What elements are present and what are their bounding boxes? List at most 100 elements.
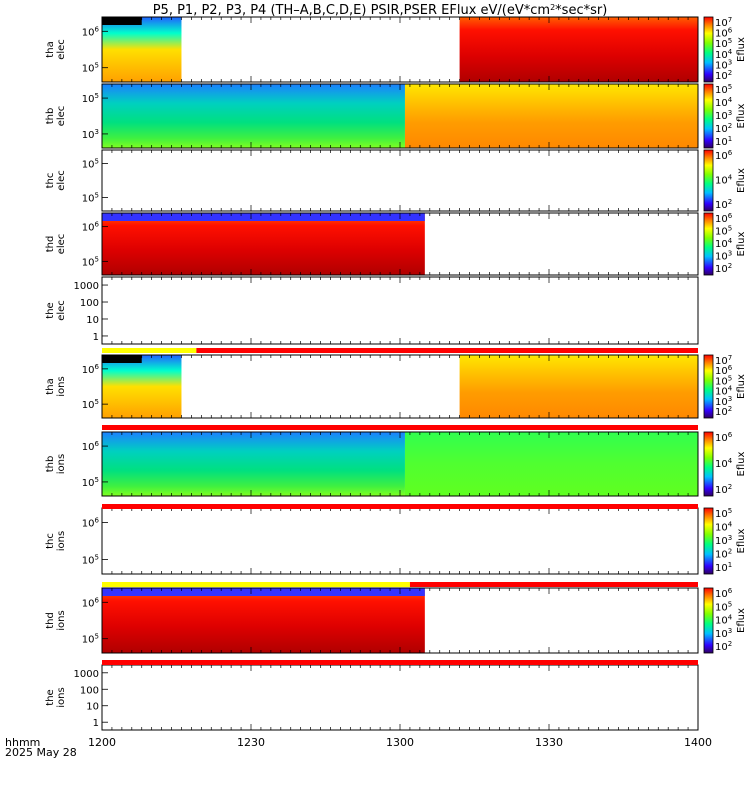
colorbar-tick-label: 102 bbox=[715, 405, 732, 418]
colorbar-tick-label: 102 bbox=[715, 640, 732, 653]
panel-the-ions: theions 1000 100 10 1 bbox=[45, 664, 699, 731]
colorbar-tick-label: 105 bbox=[715, 83, 732, 96]
colorbar-label: Eflux bbox=[736, 528, 747, 553]
y-tick-label: 100 bbox=[80, 685, 99, 696]
x-axis-date: 2025 May 28 bbox=[5, 746, 77, 759]
y-tick-label: 100 bbox=[80, 298, 99, 309]
colorbar-label: Eflux bbox=[736, 374, 747, 399]
status-bar-yellow bbox=[102, 348, 197, 353]
y-tick-label: 105 bbox=[82, 255, 99, 268]
y-tick-label: 1000 bbox=[74, 669, 99, 680]
y-tick-label: 106 bbox=[82, 363, 100, 376]
spectrogram-segment bbox=[102, 17, 182, 82]
x-tick-label: 1200 bbox=[88, 736, 116, 749]
colorbar-tick-label: 106 bbox=[715, 149, 733, 162]
panel-frame bbox=[101, 664, 699, 731]
panel-label: thbelec bbox=[45, 106, 67, 127]
y-tick-label: 105 bbox=[82, 398, 99, 411]
panel-label: thcions bbox=[45, 531, 67, 551]
colorbar-label: Eflux bbox=[736, 168, 747, 193]
colorbar-tick-label: 103 bbox=[715, 627, 732, 640]
y-tick-label: 106 bbox=[82, 221, 100, 234]
colorbar-tick-label: 104 bbox=[715, 237, 733, 250]
chart-title: P5, P1, P2, P3, P4 (TH–A,B,C,D,E) PSIR,P… bbox=[153, 3, 608, 19]
top-flux-band bbox=[102, 213, 425, 221]
status-bar-red bbox=[196, 348, 698, 353]
panel-label: theelec bbox=[45, 300, 67, 321]
colorbar bbox=[703, 83, 714, 149]
colorbar-tick-label: 101 bbox=[715, 135, 732, 148]
colorbar-thc-elec: 106 104 102 Eflux bbox=[703, 149, 747, 212]
panel-the-elec: theelec 1000 100 10 1 bbox=[45, 276, 699, 345]
colorbar-tick-label: 104 bbox=[715, 521, 733, 534]
colorbar-label: Eflux bbox=[736, 37, 747, 62]
colorbar-label: Eflux bbox=[736, 451, 747, 476]
spectrogram-segment bbox=[404, 432, 698, 496]
colorbar-tick-label: 104 bbox=[715, 174, 733, 187]
y-tick-label: 105 bbox=[82, 157, 99, 170]
colorbar-tick-label: 106 bbox=[715, 587, 733, 600]
y-tick-label: 1 bbox=[93, 718, 99, 729]
panel-label: thdelec bbox=[45, 234, 67, 255]
y-tick-label: 105 bbox=[82, 62, 99, 75]
spectrogram-segment bbox=[459, 17, 698, 82]
panel-label: thbions bbox=[45, 454, 67, 474]
colorbar-thb-ions: 106 104 102 Eflux bbox=[703, 431, 747, 497]
y-tick-label: 105 bbox=[82, 92, 99, 105]
top-flux-band bbox=[102, 17, 142, 25]
y-tick-label: 106 bbox=[82, 25, 100, 38]
colorbar-tick-label: 102 bbox=[715, 198, 732, 211]
colorbar-tick-label: 104 bbox=[715, 457, 733, 470]
panel-frame bbox=[101, 276, 699, 345]
colorbar bbox=[703, 507, 714, 575]
colorbar-tick-label: 103 bbox=[715, 534, 732, 547]
status-bars-group bbox=[102, 348, 698, 665]
colorbar-label: Eflux bbox=[736, 608, 747, 633]
x-tick-label: 1300 bbox=[386, 736, 414, 749]
colorbar bbox=[703, 354, 714, 419]
status-bar bbox=[102, 348, 698, 353]
panels-group: thaelec106105107106105104103102Efluxthbe… bbox=[45, 16, 747, 731]
y-tick-label: 105 bbox=[82, 553, 99, 566]
spectrogram-segment bbox=[404, 84, 698, 148]
status-bar-red bbox=[102, 504, 698, 509]
status-bar bbox=[102, 582, 698, 587]
y-tick-label: 10 bbox=[86, 315, 99, 326]
colorbar-tick-label: 106 bbox=[715, 212, 733, 225]
y-tick-label: 1000 bbox=[74, 281, 99, 292]
colorbar-tick-label: 101 bbox=[715, 561, 732, 574]
colorbar-label: Eflux bbox=[736, 103, 747, 128]
colorbar-tick-label: 106 bbox=[715, 431, 733, 444]
colorbar-tick-label: 103 bbox=[715, 250, 732, 263]
y-tick-label: 105 bbox=[82, 192, 99, 205]
status-bar bbox=[102, 504, 698, 509]
colorbar-tick-label: 103 bbox=[715, 109, 732, 122]
panel-label: theions bbox=[45, 687, 67, 707]
status-bar bbox=[102, 425, 698, 430]
panel-frame bbox=[101, 507, 699, 575]
status-bar-yellow bbox=[102, 582, 410, 587]
panel-label: thaelec bbox=[45, 39, 67, 60]
colorbar bbox=[703, 16, 714, 83]
spectrogram-segment bbox=[102, 432, 405, 496]
y-tick-label: 106 bbox=[82, 517, 100, 530]
x-axis-label: hhmm bbox=[5, 736, 40, 749]
y-tick-label: 1 bbox=[93, 332, 99, 343]
colorbar-tick-label: 104 bbox=[715, 96, 733, 109]
x-tick-label: 1330 bbox=[535, 736, 563, 749]
colorbar-tick-label: 105 bbox=[715, 507, 732, 520]
panel-thb-ions: thbions 106 105 106 104 102 Eflux bbox=[45, 431, 747, 497]
spectrogram-segment bbox=[102, 355, 182, 418]
panel-label: thcelec bbox=[45, 170, 67, 191]
colorbar bbox=[703, 149, 714, 212]
colorbar-tick-label: 102 bbox=[715, 69, 732, 82]
spectrogram-segment bbox=[102, 588, 425, 653]
